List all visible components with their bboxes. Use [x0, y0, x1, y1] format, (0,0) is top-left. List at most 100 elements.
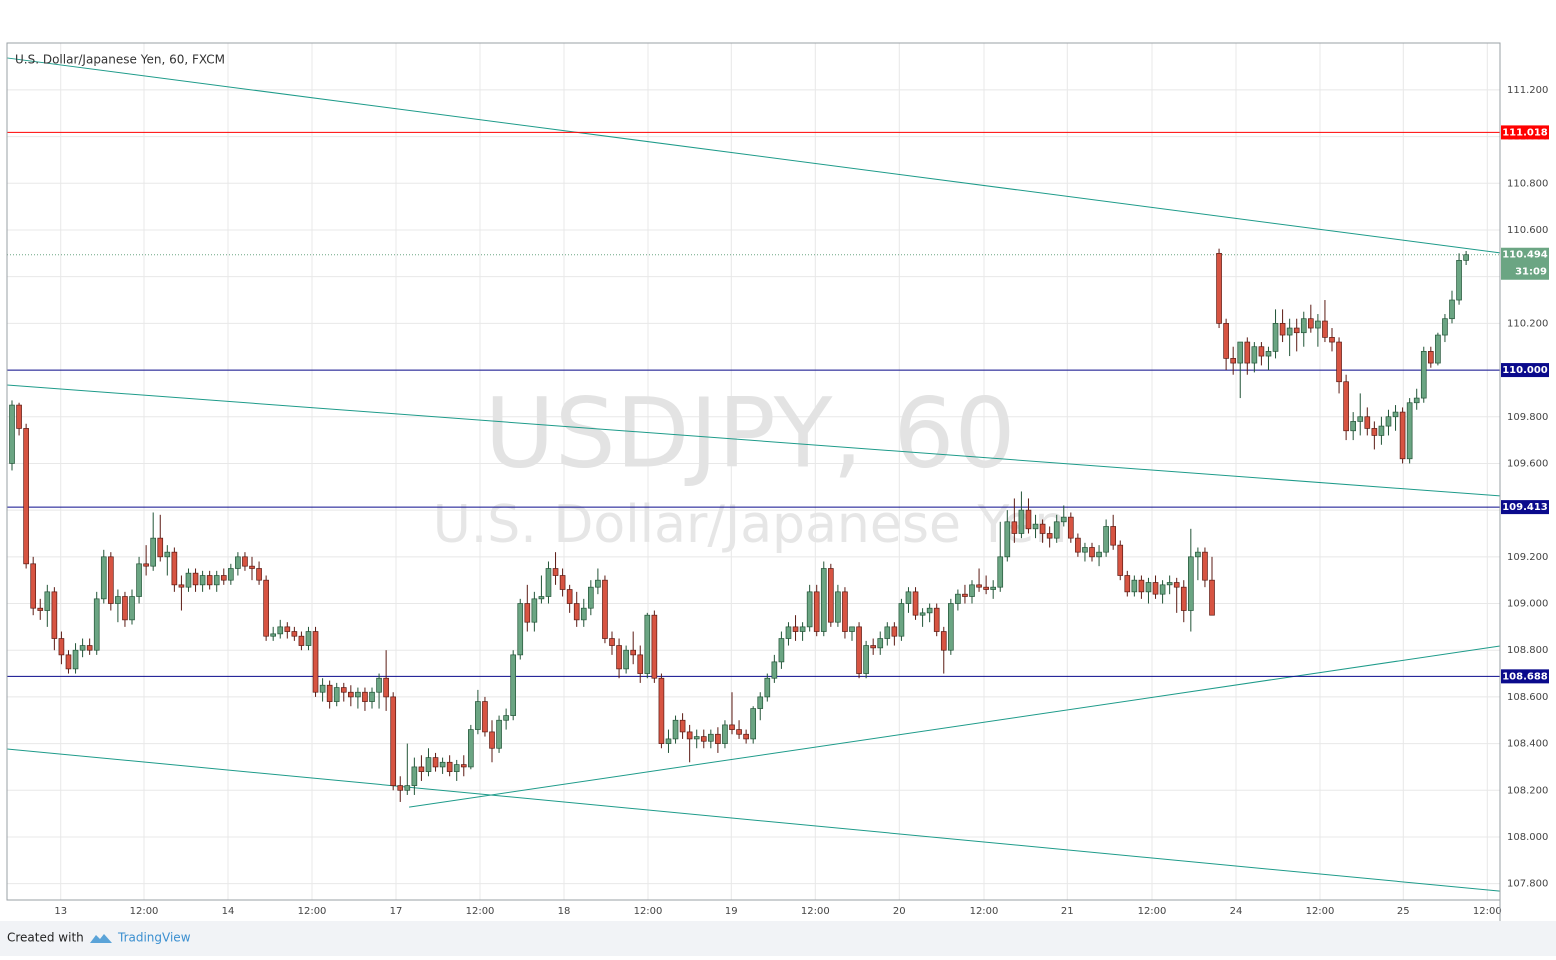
candle-body: [1449, 299, 1455, 320]
candle-body: [489, 731, 495, 749]
candle-body: [16, 404, 22, 429]
candle-body: [44, 591, 51, 611]
candle-body: [1060, 516, 1067, 523]
candle-body: [1420, 351, 1427, 399]
x-tick-label: 18: [558, 906, 571, 917]
candle-body: [1237, 341, 1244, 364]
candle-body: [1385, 416, 1392, 427]
x-tick-label: 20: [893, 906, 906, 917]
candle-body: [566, 589, 573, 604]
candle-body: [1428, 351, 1434, 364]
x-tick-label: 25: [1397, 906, 1410, 917]
candle-body: [1244, 341, 1251, 364]
candle-body: [326, 684, 333, 702]
candle-body: [1068, 516, 1074, 539]
candle-body: [715, 733, 721, 744]
footer-brand[interactable]: TradingView: [117, 931, 191, 945]
footer-created: Created with: [7, 931, 84, 945]
candle-body: [651, 614, 658, 679]
candle-body: [1075, 537, 1081, 553]
candle-body: [891, 626, 898, 637]
x-tick-label: 12:00: [634, 906, 663, 917]
candle-body: [312, 631, 319, 693]
candle-body: [319, 684, 326, 693]
y-tick-label: 108.000: [1507, 832, 1548, 843]
candle-body: [30, 563, 37, 609]
candle-body: [1223, 323, 1229, 359]
x-tick-label: 13: [54, 906, 67, 917]
candle-body: [298, 635, 305, 646]
candle-body: [1004, 521, 1011, 558]
candle-body: [1308, 318, 1314, 329]
candle-body: [1364, 416, 1371, 429]
candle-body: [51, 591, 58, 639]
y-tick-label: 109.200: [1507, 552, 1548, 563]
candle-body: [411, 766, 418, 786]
candle-body: [743, 733, 749, 740]
candle-body: [93, 598, 100, 651]
candle-body: [1456, 259, 1462, 301]
x-tick-label: 19: [725, 906, 738, 917]
candle-body: [778, 638, 785, 663]
candle-body: [609, 638, 615, 646]
candle-body: [983, 586, 989, 590]
candle-body: [277, 626, 284, 635]
candle-body: [1286, 327, 1293, 336]
candle-body: [397, 785, 404, 791]
candle-body: [813, 591, 820, 632]
candle-body: [1279, 323, 1286, 336]
last-price-label: 110.494: [1502, 250, 1548, 261]
candle-body: [870, 645, 877, 649]
x-tick-label: 12:00: [1138, 906, 1167, 917]
candle-body: [1322, 320, 1328, 338]
candle-body: [940, 631, 947, 651]
candle-body: [764, 677, 771, 698]
candle-body: [390, 696, 397, 786]
candle-body: [588, 586, 594, 609]
y-tick-label: 108.400: [1507, 739, 1548, 750]
countdown-label: 31:09: [1515, 267, 1547, 278]
candle-body: [976, 584, 982, 588]
candle-body: [439, 761, 446, 768]
candle-body: [1216, 252, 1222, 324]
candle-body: [178, 584, 185, 588]
candle-body: [1399, 411, 1406, 460]
candle-body: [1406, 402, 1413, 460]
watermark-sub: U.S. Dollar/Japanese Yen: [433, 495, 1068, 555]
candle-body: [115, 596, 121, 604]
candle-body: [376, 677, 382, 693]
candle-body: [1082, 547, 1088, 553]
candle-body: [453, 764, 460, 772]
x-tick-label: 12:00: [970, 906, 999, 917]
candle-body: [679, 719, 686, 733]
candle-body: [263, 579, 269, 637]
candle-body: [1046, 533, 1053, 539]
candle-body: [143, 563, 149, 567]
candle-body: [1350, 421, 1356, 432]
candle-body: [108, 556, 114, 604]
candle-body: [877, 638, 884, 649]
candle-body: [1180, 586, 1187, 611]
candle-body: [150, 537, 157, 567]
candle-body: [573, 603, 580, 621]
y-tick-label: 108.600: [1507, 692, 1548, 703]
candle-body: [1413, 397, 1420, 404]
candle-body: [362, 691, 368, 702]
candle-body: [100, 556, 107, 600]
level-label: 110.000: [1502, 365, 1548, 376]
candle-body: [1435, 334, 1441, 364]
candle-body: [1025, 509, 1032, 530]
candle-body: [1138, 579, 1145, 593]
candle-body: [291, 631, 298, 637]
candle-body: [482, 701, 488, 733]
candle-body: [1230, 358, 1236, 364]
candle-body: [835, 591, 841, 623]
candle-body: [1053, 521, 1060, 539]
candle-body: [136, 563, 142, 597]
candle-body: [496, 719, 502, 749]
candle-body: [1166, 582, 1173, 586]
candle-body: [1463, 254, 1469, 261]
candle-body: [256, 568, 262, 581]
candle-body: [1103, 526, 1109, 553]
